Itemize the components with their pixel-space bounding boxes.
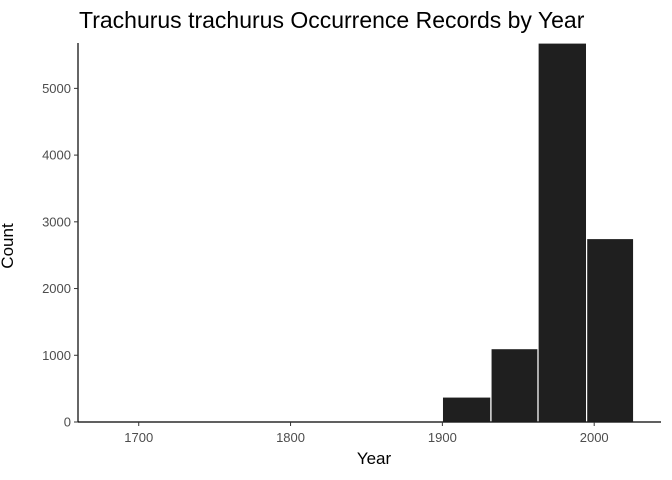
y-tick-label: 0	[64, 415, 71, 430]
y-tick-label: 1000	[42, 348, 71, 363]
histogram-bar-3	[537, 42, 588, 423]
histogram-bar-1	[441, 396, 492, 423]
x-axis-title: Year	[356, 449, 392, 468]
bars-group	[441, 42, 635, 423]
histogram-bar-2	[490, 348, 539, 423]
y-axis-title: Count	[0, 223, 17, 269]
y-tick-label: 2000	[42, 281, 71, 296]
x-tick-label: 1900	[428, 430, 457, 445]
axes-group	[77, 43, 661, 423]
y-tick-label: 3000	[42, 214, 71, 229]
y-tick-label: 4000	[42, 148, 71, 163]
histogram-bar-4	[586, 237, 635, 423]
ticks-group: 0 1000 2000 3000 4000 5000 1700 1800 1900 2000	[42, 81, 609, 445]
x-tick-label: 1800	[276, 430, 305, 445]
chart-title: Trachurus trachurus Occurrence Records b…	[79, 7, 585, 33]
x-tick-label: 1700	[124, 430, 153, 445]
x-tick-label: 2000	[580, 430, 609, 445]
y-tick-label: 5000	[42, 81, 71, 96]
